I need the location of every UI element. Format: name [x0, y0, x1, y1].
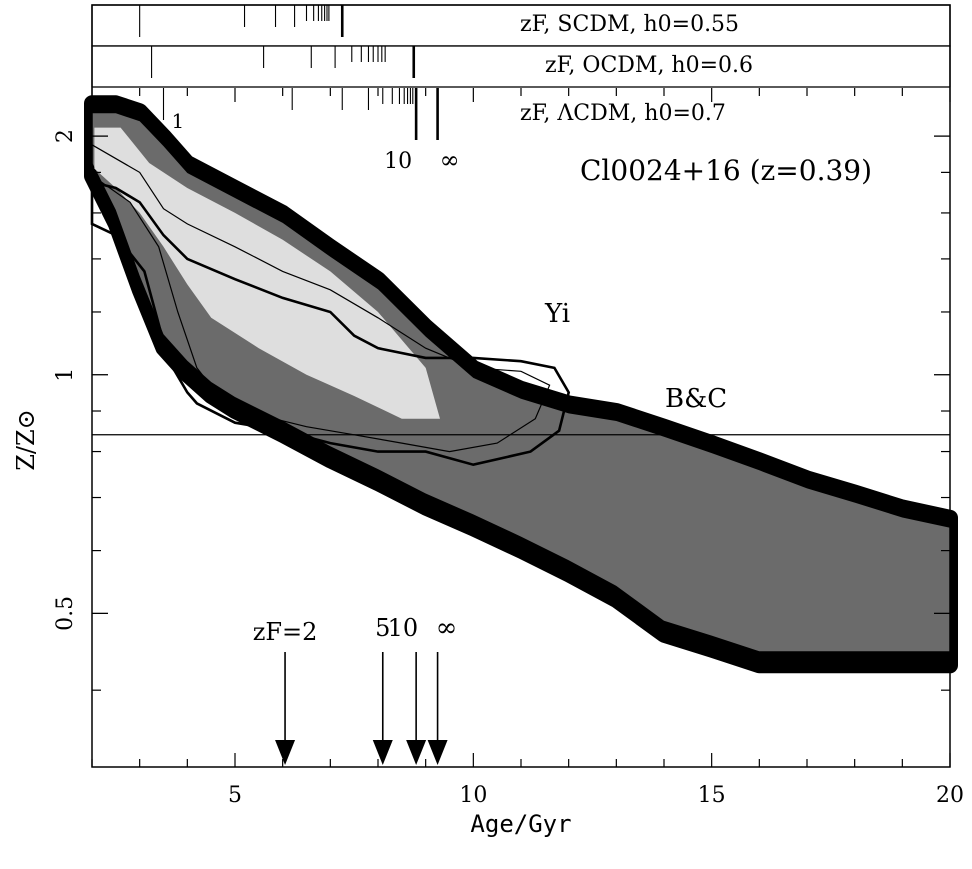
x-tick-label: 5 — [228, 783, 242, 808]
bc-mid-region — [92, 113, 950, 652]
axis-ticks: 5 10 15 200.512 — [53, 88, 964, 808]
yi-contours — [90, 143, 571, 467]
scale-label-lcdm: zF, ΛCDM, h0=0.7 — [520, 101, 726, 126]
yi-contour-inner — [91, 143, 551, 453]
scale-tick-label: ∞ — [440, 146, 460, 174]
scale-tick-label: 1 — [172, 109, 185, 133]
x-tick-label: 10 — [459, 783, 487, 808]
yi-annotation: Yi — [544, 299, 570, 329]
arrow-head — [406, 740, 427, 765]
scale-label-scdm: zF, SCDM, h0=0.55 — [520, 12, 739, 37]
arrow-label: ∞ — [436, 613, 458, 643]
arrow-head — [427, 740, 448, 765]
bc-inner-region — [94, 127, 441, 419]
arrow-head — [372, 740, 393, 765]
cluster-annotation: Cl0024+16 (z=0.39) — [580, 154, 872, 187]
arrow-label: zF=2 — [253, 618, 318, 646]
x-axis-label: Age/Gyr — [470, 810, 571, 838]
scale-ticks: 1 10 ∞ — [139, 5, 460, 174]
y-tick-label: 1 — [53, 368, 78, 382]
arrow-label: 5 — [375, 614, 390, 642]
scale-tick-label: 10 — [384, 149, 412, 174]
y-axis-label: Z/Z⊙ — [12, 409, 40, 471]
scale-box-ocdm — [91, 45, 951, 88]
y-tick-label: 0.5 — [53, 596, 78, 631]
arrow-head — [275, 740, 296, 765]
bc-region — [84, 95, 958, 674]
x-tick-label: 20 — [936, 783, 964, 808]
bc-annotation: B&C — [665, 384, 727, 414]
formation-redshift-arrows: zF=2 510 ∞ — [253, 613, 458, 765]
y-tick-label: 2 — [53, 129, 78, 143]
scale-label-ocdm: zF, OCDM, h0=0.6 — [545, 53, 753, 78]
x-tick-label: 15 — [698, 783, 726, 808]
yi-contour-outer — [90, 180, 571, 467]
arrow-label: 10 — [388, 614, 419, 642]
